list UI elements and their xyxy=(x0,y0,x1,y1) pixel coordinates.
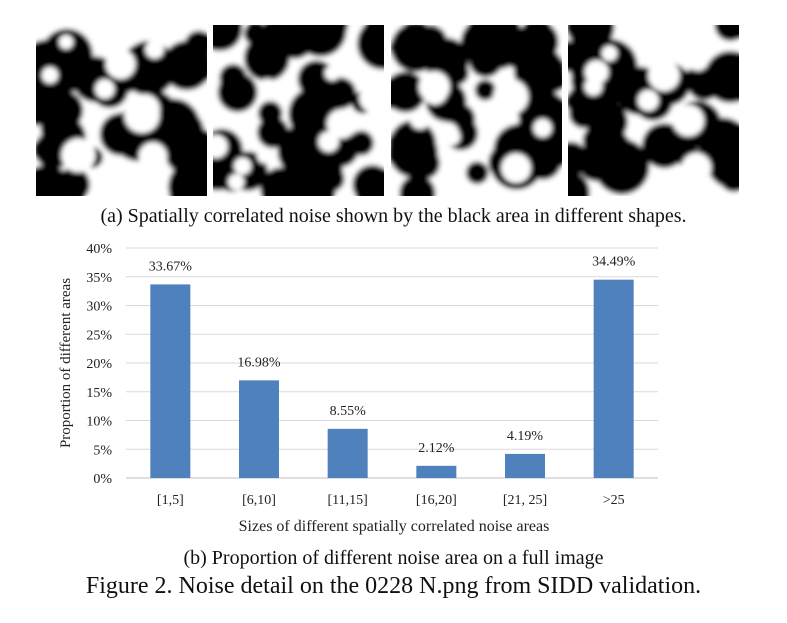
y-axis-label: Proportion of different areas xyxy=(58,278,74,448)
data-label: 2.12% xyxy=(418,441,455,456)
caption-b: (b) Proportion of different noise area o… xyxy=(183,547,604,569)
bar xyxy=(239,380,279,478)
y-tick-label: 30% xyxy=(86,300,112,315)
data-label: 33.67% xyxy=(149,259,193,274)
y-tick-label: 40% xyxy=(86,242,112,257)
bar-chart: 0% 5% 10% 15% 20% 25% 30% 35% 40% Proportion of d… xyxy=(58,242,658,535)
y-tick-label: 20% xyxy=(86,357,112,372)
bar xyxy=(327,428,368,478)
x-tick-label: [1,5] xyxy=(157,493,184,508)
x-tick-label: >25 xyxy=(603,493,625,508)
bar xyxy=(416,465,457,478)
bar xyxy=(593,279,634,478)
data-label: 8.55% xyxy=(330,404,367,419)
x-tick-label: [11,15] xyxy=(328,493,368,508)
caption-a: (a) Spatially correlated noise shown by … xyxy=(100,205,687,227)
data-label: 16.98% xyxy=(237,355,281,370)
x-axis-label: Sizes of different spatially correlated … xyxy=(239,518,550,535)
x-tick-label: [6,10] xyxy=(242,493,276,508)
noise-patch-4 xyxy=(568,25,739,196)
noise-patch-1 xyxy=(36,25,207,196)
y-tick-label: 5% xyxy=(93,443,112,458)
bar xyxy=(505,453,545,478)
noise-patch-3 xyxy=(391,25,562,196)
y-tick-label: 25% xyxy=(86,328,112,343)
data-label: 34.49% xyxy=(592,255,636,270)
figure-caption: Figure 2. Noise detail on the 0228 N.png… xyxy=(85,573,702,599)
x-tick-label: [16,20] xyxy=(416,493,457,508)
y-tick-label: 0% xyxy=(93,472,112,487)
noise-patch-2 xyxy=(213,25,384,196)
bar xyxy=(150,284,191,478)
y-tick-label: 10% xyxy=(86,415,112,430)
x-tick-label: [21, 25] xyxy=(503,493,547,508)
data-label: 4.19% xyxy=(507,429,544,444)
y-tick-label: 35% xyxy=(86,271,112,286)
y-tick-label: 15% xyxy=(86,386,112,401)
